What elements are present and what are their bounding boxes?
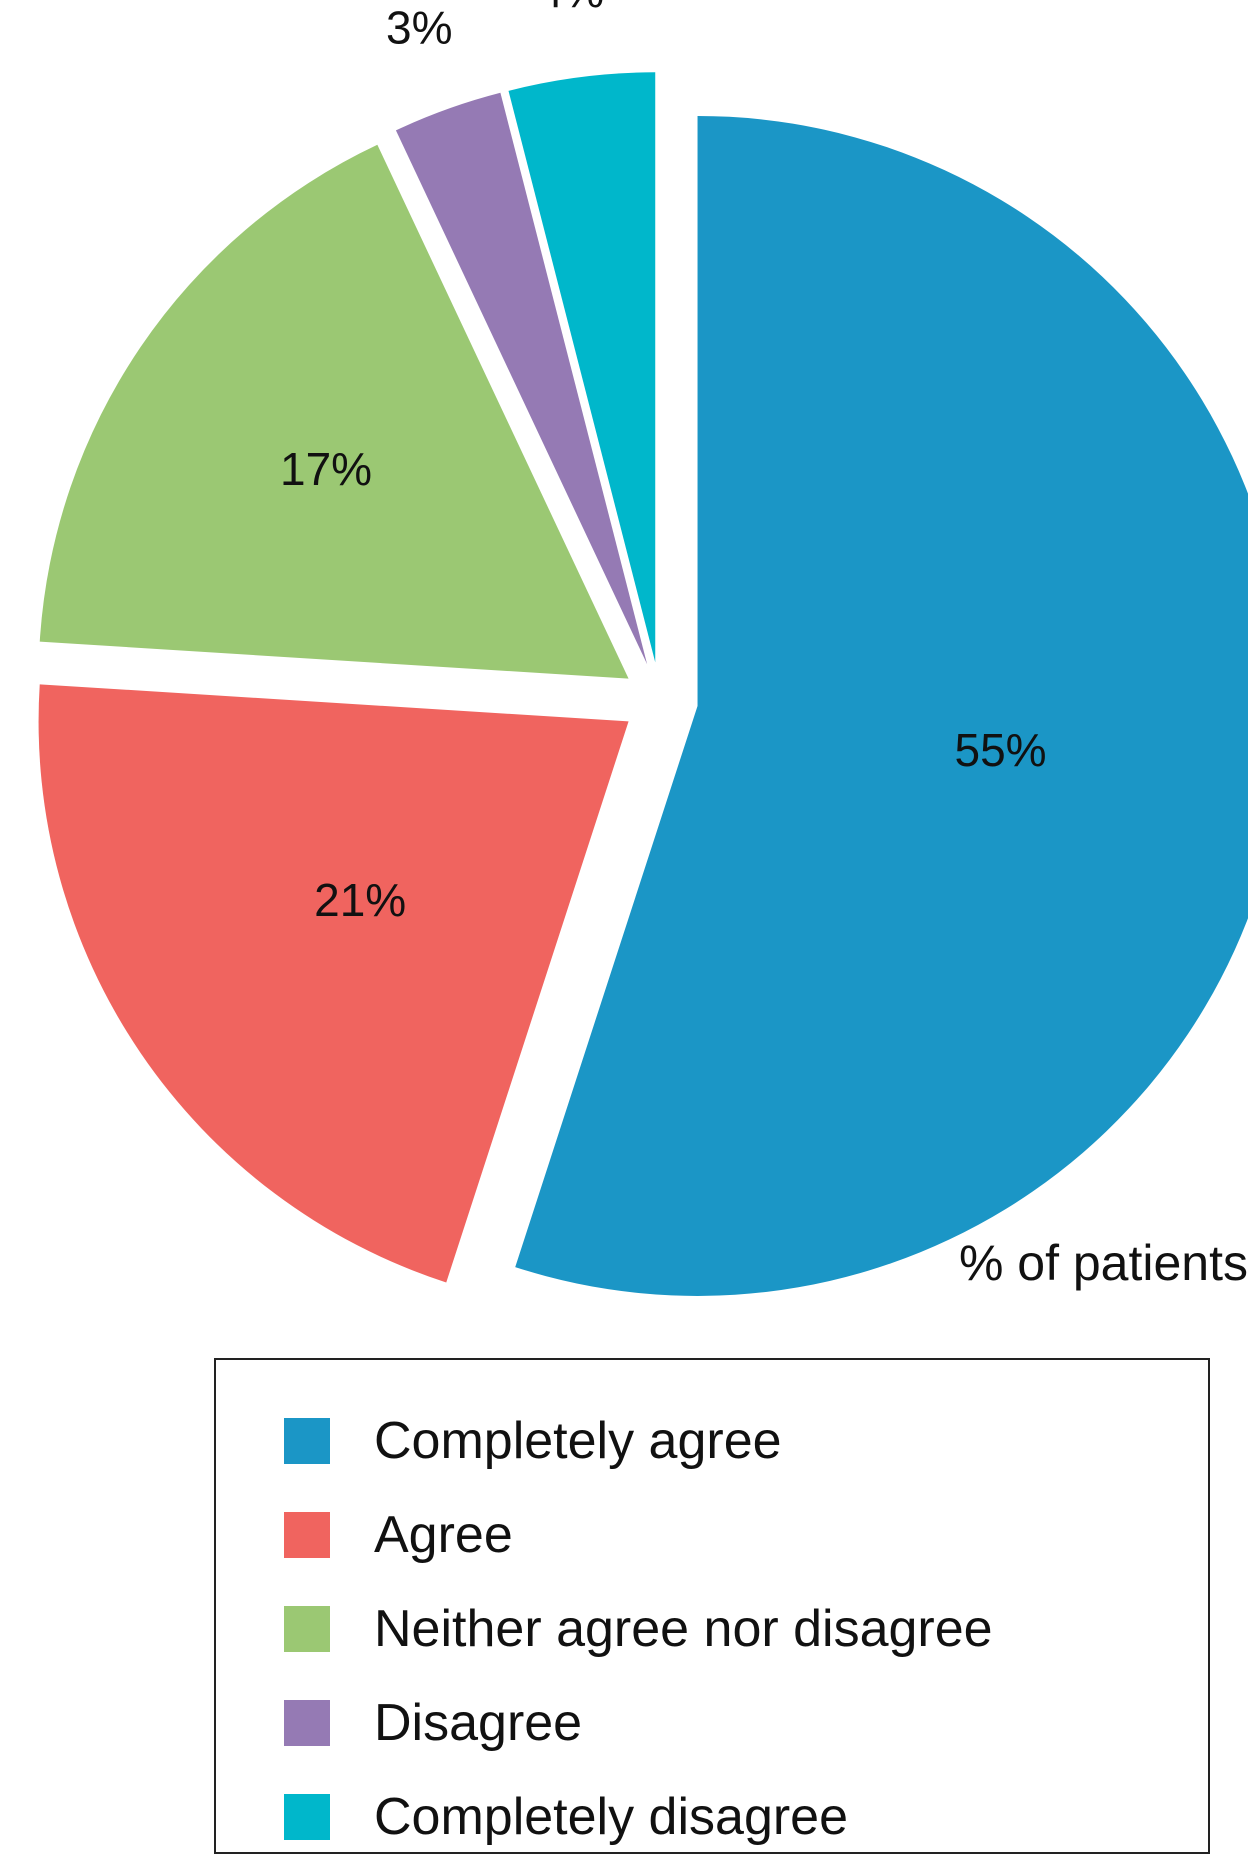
legend: Completely agree Agree Neither agree nor d… [214,1358,1210,1854]
legend-item-completely-disagree: Completely disagree [284,1770,1208,1864]
slice-label-agree: 21% [314,874,406,926]
slice-label-disagree: 3% [386,2,452,54]
pie-slice-neither-agree-nor-disagree [39,144,629,679]
pie-slices [38,72,1248,1296]
legend-label-completely-disagree: Completely disagree [374,1788,849,1846]
pie-slice-agree [38,684,629,1283]
legend-label-neither-agree-nor-disagree: Neither agree nor disagree [374,1600,993,1658]
chart-note: % of patients [959,1235,1248,1291]
pie-chart: 55% 21% 17% 3% 4% % of patients [38,0,1248,1296]
legend-item-agree: Agree [284,1488,1208,1582]
legend-label-disagree: Disagree [374,1694,583,1752]
legend-item-completely-agree: Completely agree [284,1394,1208,1488]
legend-swatch-completely-agree [284,1418,330,1464]
legend-label-agree: Agree [374,1506,513,1564]
slice-label-neither-agree-nor-disagree: 17% [280,443,372,495]
legend-label-completely-agree: Completely agree [374,1412,782,1470]
pie-slice-completely-agree [515,115,1248,1296]
legend-swatch-completely-disagree [284,1794,330,1840]
legend-swatch-neither-agree-nor-disagree [284,1606,330,1652]
legend-item-neither-agree-nor-disagree: Neither agree nor disagree [284,1582,1208,1676]
pie-slice-completely-disagree [508,72,656,663]
legend-swatch-disagree [284,1700,330,1746]
pie-slice-labels: 55% 21% 17% 3% 4% [280,0,1047,926]
pie-slice-disagree [395,92,648,665]
slice-label-completely-agree: 55% [955,724,1047,776]
legend-swatch-agree [284,1512,330,1558]
slice-label-completely-disagree: 4% [538,0,604,17]
legend-item-disagree: Disagree [284,1676,1208,1770]
